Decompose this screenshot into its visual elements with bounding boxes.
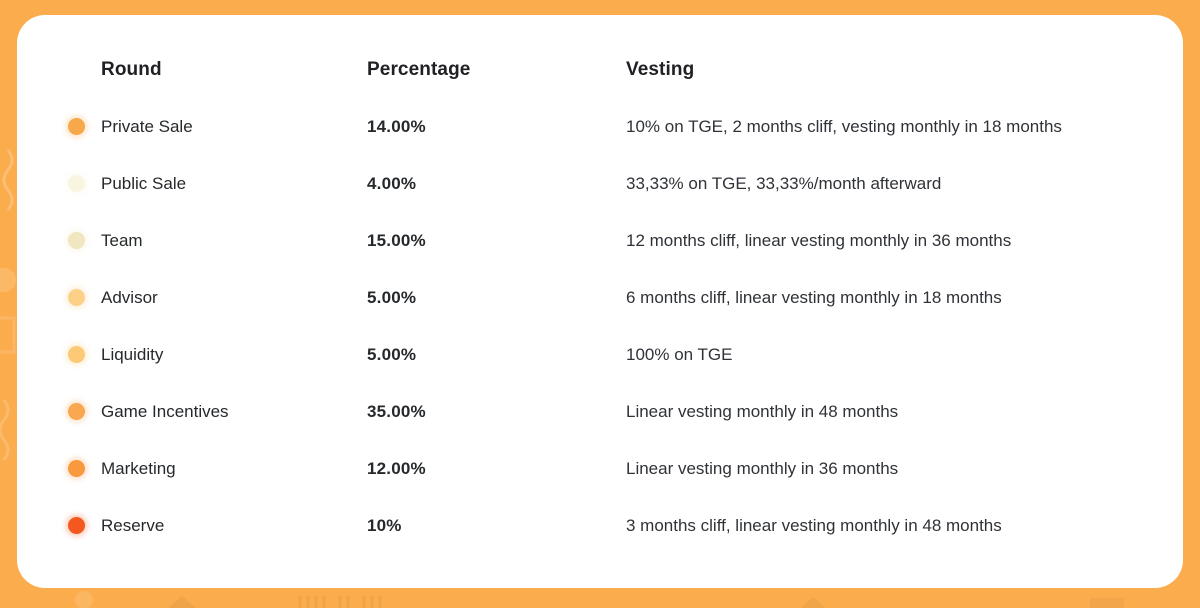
- vesting-text: 3 months cliff, linear vesting monthly i…: [626, 515, 1002, 535]
- tokenomics-card: Round Percentage Vesting Private Sale 14…: [17, 15, 1183, 588]
- round-dot-cell: [17, 175, 101, 192]
- percentage-value: 35.00%: [367, 401, 426, 421]
- table-row: Team 15.00% 12 months cliff, linear vest…: [17, 212, 1183, 269]
- column-header-vesting: Vesting: [626, 58, 695, 80]
- table-row: Liquidity 5.00% 100% on TGE: [17, 326, 1183, 383]
- round-color-dot-icon: [68, 460, 85, 477]
- round-color-dot-icon: [68, 403, 85, 420]
- round-color-dot-icon: [68, 175, 85, 192]
- vesting-text: Linear vesting monthly in 36 months: [626, 458, 899, 478]
- round-label: Liquidity: [101, 344, 164, 364]
- table-row: Marketing 12.00% Linear vesting monthly …: [17, 440, 1183, 497]
- percentage-value: 14.00%: [367, 116, 426, 136]
- vesting-text: 6 months cliff, linear vesting monthly i…: [626, 287, 1002, 307]
- table-row: Game Incentives 35.00% Linear vesting mo…: [17, 383, 1183, 440]
- vesting-text: 33,33% on TGE, 33,33%/month afterward: [626, 173, 942, 193]
- table-row: Private Sale 14.00% 10% on TGE, 2 months…: [17, 98, 1183, 155]
- round-color-dot-icon: [68, 346, 85, 363]
- vesting-text: 10% on TGE, 2 months cliff, vesting mont…: [626, 116, 1062, 136]
- percentage-value: 5.00%: [367, 287, 417, 307]
- round-dot-cell: [17, 460, 101, 477]
- round-label: Marketing: [101, 458, 176, 478]
- round-color-dot-icon: [68, 517, 85, 534]
- percentage-value: 4.00%: [367, 173, 417, 193]
- column-header-round: Round: [101, 58, 162, 80]
- round-dot-cell: [17, 118, 101, 135]
- percentage-value: 10%: [367, 515, 402, 535]
- round-label: Team: [101, 230, 143, 250]
- round-dot-cell: [17, 289, 101, 306]
- round-color-dot-icon: [68, 232, 85, 249]
- round-color-dot-icon: [68, 289, 85, 306]
- round-dot-cell: [17, 517, 101, 534]
- round-label: Reserve: [101, 515, 165, 535]
- percentage-value: 15.00%: [367, 230, 426, 250]
- round-label: Public Sale: [101, 173, 187, 193]
- table-body: Private Sale 14.00% 10% on TGE, 2 months…: [17, 98, 1183, 554]
- table-row: Public Sale 4.00% 33,33% on TGE, 33,33%/…: [17, 155, 1183, 212]
- round-dot-cell: [17, 232, 101, 249]
- round-label: Game Incentives: [101, 401, 229, 421]
- vesting-text: Linear vesting monthly in 48 months: [626, 401, 899, 421]
- column-header-percentage: Percentage: [367, 58, 471, 80]
- round-label: Private Sale: [101, 116, 193, 136]
- vesting-text: 12 months cliff, linear vesting monthly …: [626, 230, 1012, 250]
- tokenomics-table: Round Percentage Vesting Private Sale 14…: [17, 41, 1183, 554]
- vesting-text: 100% on TGE: [626, 344, 733, 364]
- table-row: Reserve 10% 3 months cliff, linear vesti…: [17, 497, 1183, 554]
- percentage-value: 5.00%: [367, 344, 417, 364]
- round-color-dot-icon: [68, 118, 85, 135]
- round-dot-cell: [17, 403, 101, 420]
- round-dot-cell: [17, 346, 101, 363]
- table-header-row: Round Percentage Vesting: [17, 41, 1183, 98]
- table-row: Advisor 5.00% 6 months cliff, linear ves…: [17, 269, 1183, 326]
- round-label: Advisor: [101, 287, 158, 307]
- percentage-value: 12.00%: [367, 458, 426, 478]
